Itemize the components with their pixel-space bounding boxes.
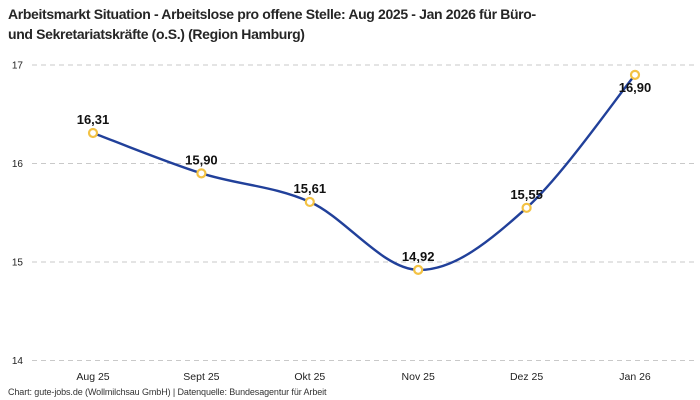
x-tick-label: Dez 25 [510, 371, 543, 383]
data-point-label: 14,92 [402, 249, 435, 264]
data-point-marker [629, 69, 641, 80]
data-point-label: 16,90 [619, 80, 652, 95]
x-tick-label: Okt 25 [294, 371, 325, 383]
x-tick-label: Aug 25 [76, 371, 109, 383]
data-point-marker [196, 168, 207, 179]
chart-title-line-1: Arbeitsmarkt Situation - Arbeitslose pro… [8, 6, 536, 22]
chart-title-line-2: und Sekretariatskräfte (o.S.) (Region Ha… [8, 26, 305, 42]
data-point-marker [87, 127, 99, 139]
data-point-label: 16,31 [77, 112, 110, 127]
series-line [91, 73, 637, 272]
data-point-marker [304, 196, 315, 208]
y-tick-label: 16 [12, 159, 24, 170]
x-tick-label: Sept 25 [183, 371, 219, 383]
y-tick-label: 17 [12, 61, 24, 72]
data-point-label: 15,90 [185, 152, 218, 167]
data-point-label: 15,55 [510, 187, 543, 202]
data-point-marker [413, 264, 424, 275]
y-tick-label: 14 [12, 356, 24, 367]
data-point-label: 15,61 [294, 181, 327, 196]
y-tick-label: 15 [12, 258, 24, 269]
chart-footer-attribution: Chart: gute-jobs.de (Wollmilchsau GmbH) … [8, 387, 327, 397]
x-tick-label: Nov 25 [402, 371, 435, 383]
chart-title: Arbeitsmarkt Situation - Arbeitslose pro… [8, 4, 692, 44]
data-point-marker [521, 202, 532, 213]
x-tick-label: Jan 26 [619, 371, 651, 383]
